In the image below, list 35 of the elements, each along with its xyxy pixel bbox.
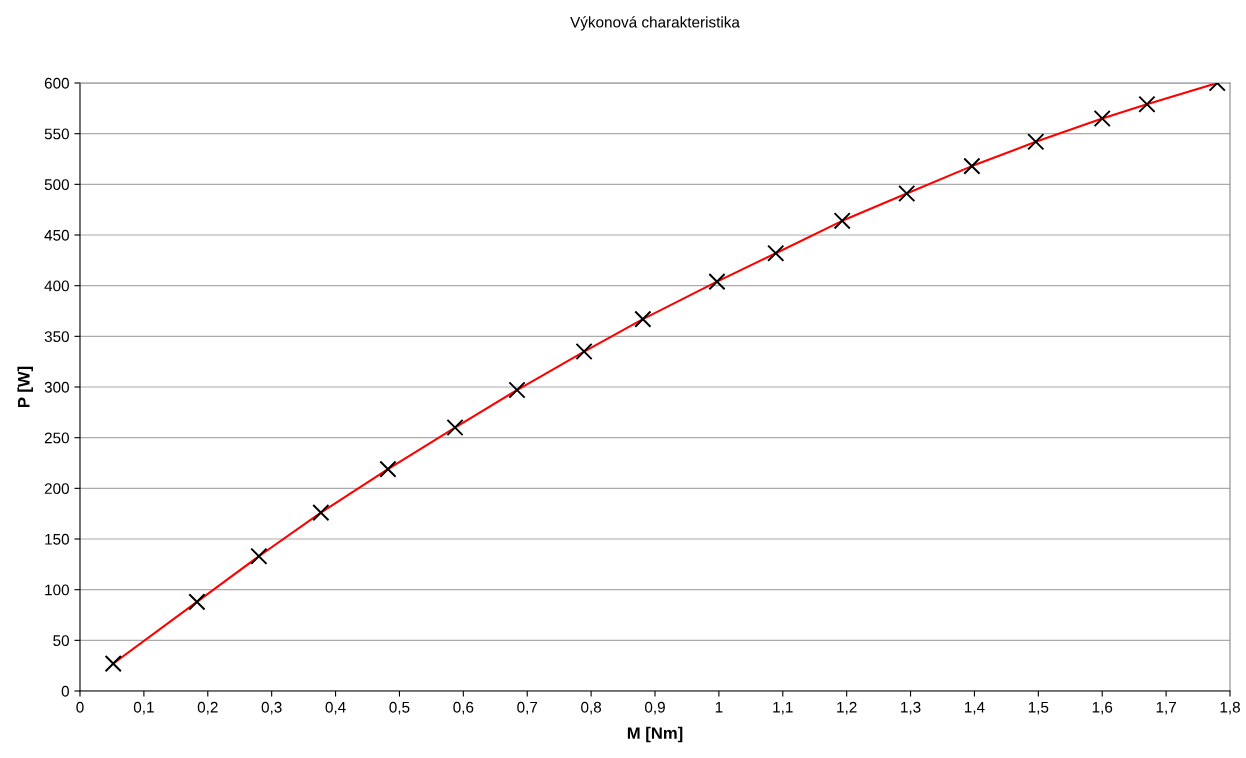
y-tick-label: 500 bbox=[44, 179, 69, 191]
y-tick-label: 0 bbox=[61, 685, 69, 697]
x-tick-label: 1,3 bbox=[901, 701, 921, 715]
x-tick-label: 1,6 bbox=[1092, 701, 1113, 715]
x-tick-label: 1,1 bbox=[773, 701, 793, 715]
y-tick-label: 400 bbox=[44, 280, 69, 292]
y-tick-label: 100 bbox=[45, 584, 69, 596]
y-axis-title: P [W] bbox=[17, 366, 33, 408]
x-tick-label: 1,5 bbox=[1028, 701, 1049, 715]
y-tick-label: 450 bbox=[44, 229, 69, 241]
x-tick-label: 1,2 bbox=[837, 701, 857, 715]
x-tick-label: 0,8 bbox=[581, 701, 602, 715]
x-tick-label: 0,4 bbox=[325, 701, 346, 715]
chart-title: Výkonová charakteristika bbox=[570, 16, 740, 31]
y-tick-label: 600 bbox=[44, 77, 69, 89]
x-tick-label: 0,6 bbox=[453, 701, 474, 715]
x-tick-label: 0,1 bbox=[133, 701, 154, 715]
x-tick-label: 0,5 bbox=[389, 701, 410, 715]
y-tick-label: 50 bbox=[53, 635, 69, 647]
y-tick-label: 300 bbox=[44, 381, 69, 393]
x-tick-label: 0,3 bbox=[261, 701, 282, 715]
x-tick-label: 0,7 bbox=[517, 701, 538, 715]
x-tick-label: 1,7 bbox=[1156, 701, 1176, 715]
x-axis-title: M [Nm] bbox=[627, 726, 683, 743]
y-tick-label: 200 bbox=[44, 483, 69, 495]
y-tick-label: 550 bbox=[44, 128, 69, 140]
x-tick-label: 0,2 bbox=[197, 701, 218, 715]
y-tick-label: 250 bbox=[44, 432, 69, 444]
x-tick-label: 1,8 bbox=[1220, 701, 1240, 715]
x-tick-label: 0,9 bbox=[644, 701, 665, 715]
y-tick-label: 150 bbox=[45, 533, 69, 545]
x-tick-label: 1 bbox=[715, 701, 723, 713]
x-tick-label: 0 bbox=[76, 701, 84, 713]
y-tick-label: 350 bbox=[44, 331, 69, 343]
x-tick-label: 1,4 bbox=[964, 701, 985, 715]
